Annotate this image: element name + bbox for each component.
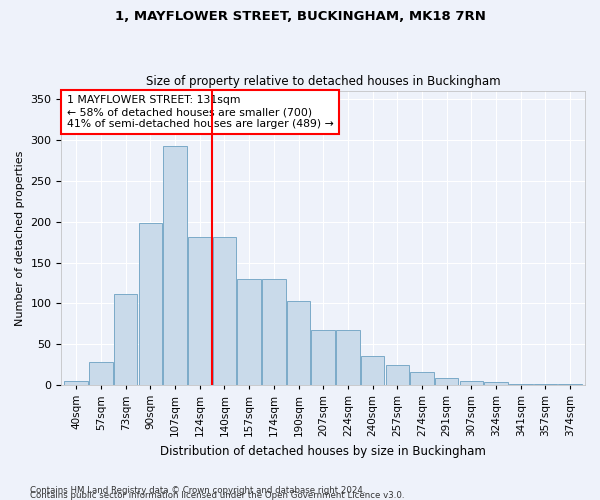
- Bar: [287, 301, 310, 385]
- Bar: [460, 381, 483, 385]
- Bar: [163, 146, 187, 385]
- Bar: [238, 279, 261, 385]
- Bar: [89, 362, 113, 385]
- Title: Size of property relative to detached houses in Buckingham: Size of property relative to detached ho…: [146, 76, 500, 88]
- Bar: [188, 237, 211, 385]
- Bar: [336, 330, 359, 385]
- Text: Contains HM Land Registry data © Crown copyright and database right 2024.: Contains HM Land Registry data © Crown c…: [30, 486, 365, 495]
- Bar: [262, 279, 286, 385]
- Bar: [139, 222, 162, 385]
- Bar: [212, 237, 236, 385]
- Text: 1 MAYFLOWER STREET: 131sqm
← 58% of detached houses are smaller (700)
41% of sem: 1 MAYFLOWER STREET: 131sqm ← 58% of deta…: [67, 96, 334, 128]
- Bar: [386, 364, 409, 385]
- Text: 1, MAYFLOWER STREET, BUCKINGHAM, MK18 7RN: 1, MAYFLOWER STREET, BUCKINGHAM, MK18 7R…: [115, 10, 485, 23]
- Bar: [484, 382, 508, 385]
- Bar: [64, 381, 88, 385]
- Bar: [361, 356, 385, 385]
- Text: Contains public sector information licensed under the Open Government Licence v3: Contains public sector information licen…: [30, 491, 404, 500]
- Bar: [559, 384, 582, 385]
- Bar: [435, 378, 458, 385]
- Bar: [311, 330, 335, 385]
- Bar: [534, 384, 557, 385]
- Bar: [509, 384, 533, 385]
- Bar: [114, 294, 137, 385]
- Y-axis label: Number of detached properties: Number of detached properties: [15, 150, 25, 326]
- Bar: [410, 372, 434, 385]
- X-axis label: Distribution of detached houses by size in Buckingham: Distribution of detached houses by size …: [160, 444, 486, 458]
